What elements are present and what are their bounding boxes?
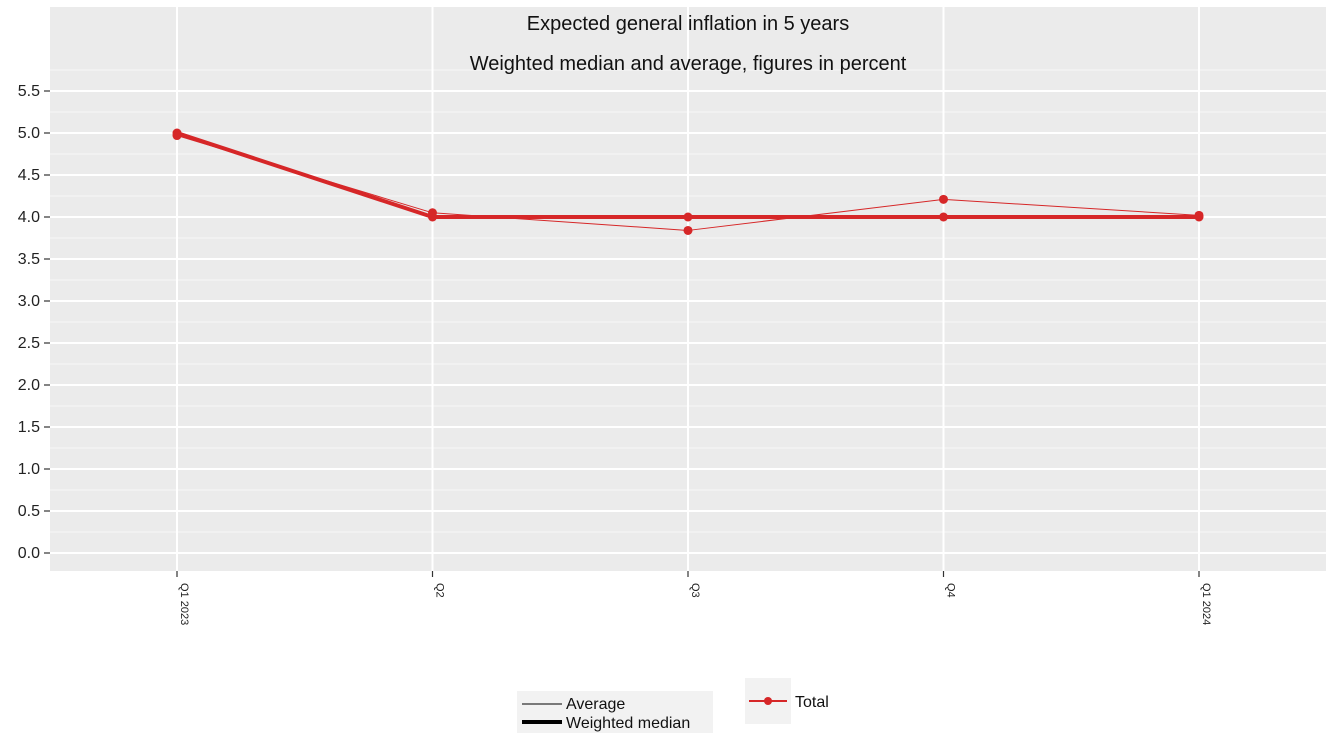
legend-average-label: Average [566, 696, 625, 713]
legend-linetype: Average Weighted median [517, 691, 713, 733]
y-tick-label: 0.0 [18, 545, 40, 562]
major-gridlines [50, 7, 1326, 571]
y-tick-label: 5.0 [18, 125, 40, 142]
y-tick-label: 2.0 [18, 377, 40, 394]
data-point-average [1194, 210, 1204, 220]
y-tick-label: 1.0 [18, 461, 40, 478]
legend-color: Total [745, 678, 829, 724]
legend-total-label: Total [795, 694, 829, 711]
y-tick-label: 4.5 [18, 167, 40, 184]
x-tick-label: Q1 2023 [178, 583, 190, 625]
x-tick-label: Q4 [945, 583, 957, 598]
chart-title: Expected general inflation in 5 years [527, 13, 849, 35]
y-tick-label: 3.5 [18, 251, 40, 268]
data-point-average [428, 208, 437, 218]
x-tick-label: Q3 [689, 583, 701, 598]
y-tick-label: 3.0 [18, 293, 40, 310]
legend-total-key-point [764, 697, 772, 705]
chart-subtitle: Weighted median and average, figures in … [470, 53, 907, 75]
data-point-average [683, 225, 693, 235]
data-point-weighted-median [683, 212, 693, 222]
x-tick-label: Q1 2024 [1200, 583, 1212, 625]
x-axis: Q1 2023 Q2 Q3 Q4 Q1 2024 [176, 571, 1212, 625]
series-layer [172, 128, 1204, 235]
y-tick-label: 0.5 [18, 503, 40, 520]
y-tick-label: 5.5 [18, 83, 40, 100]
legend-linetype-box [517, 691, 713, 733]
y-tick-label: 2.5 [18, 335, 40, 352]
y-tick-label: 1.5 [18, 419, 40, 436]
y-axis: 0.0 0.5 1.0 1.5 2.0 2.5 3.0 3.5 4.0 4.5 5.0 5.5 [18, 83, 50, 562]
data-point-weighted-median [939, 212, 948, 222]
legend-weighted-median-label: Weighted median [566, 715, 690, 732]
data-point-average [939, 194, 948, 204]
x-tick-label: Q2 [434, 583, 446, 598]
y-tick-label: 4.0 [18, 209, 40, 226]
data-point-average [172, 131, 182, 141]
